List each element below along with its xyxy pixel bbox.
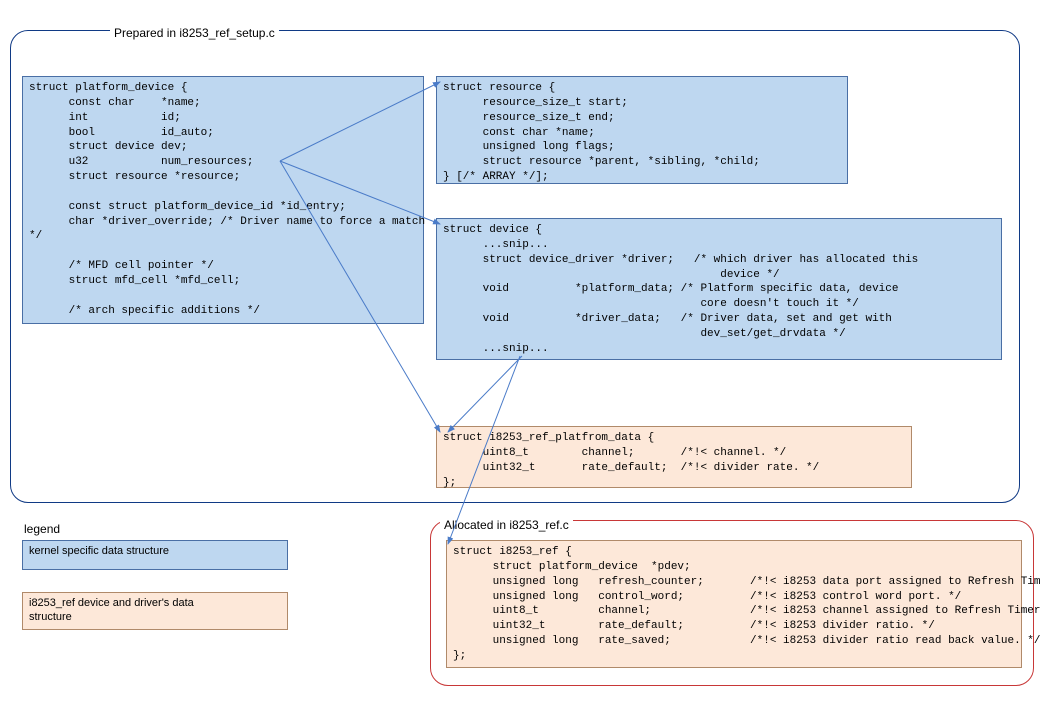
struct-i8253-ref-box: struct i8253_ref { struct platform_devic… xyxy=(446,540,1022,668)
legend-title: legend xyxy=(24,522,60,536)
struct-device-box: struct device { ...snip... struct device… xyxy=(436,218,1002,360)
struct-platform-device-box: struct platform_device { const char *nam… xyxy=(22,76,424,324)
legend-kernel-swatch: kernel specific data structure xyxy=(22,540,288,570)
struct-resource-box: struct resource { resource_size_t start;… xyxy=(436,76,848,184)
prepared-title: Prepared in i8253_ref_setup.c xyxy=(110,26,279,40)
legend-driver-swatch: i8253_ref device and driver's data struc… xyxy=(22,592,288,630)
allocated-title: Allocated in i8253_ref.c xyxy=(440,518,573,532)
struct-i8253-ref-platform-data-box: struct i8253_ref_platfrom_data { uint8_t… xyxy=(436,426,912,488)
